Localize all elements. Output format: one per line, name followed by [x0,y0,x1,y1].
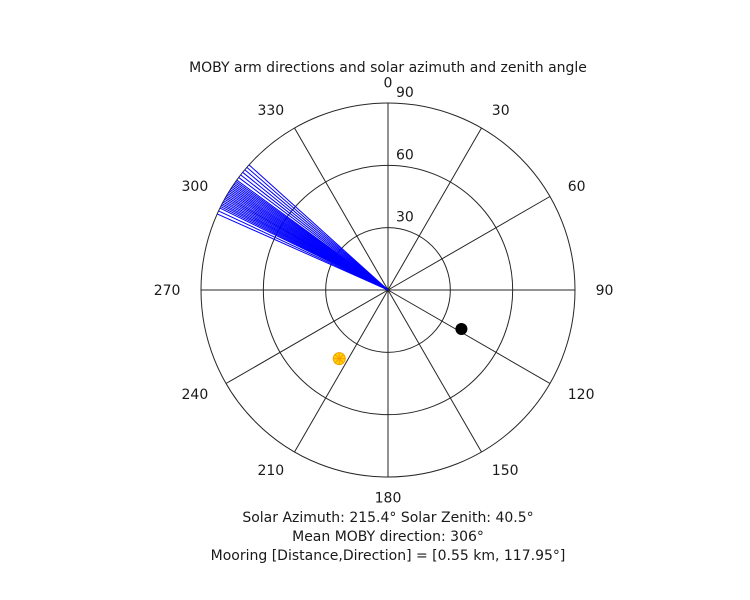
theta-tick-330: 330 [257,103,284,119]
spoke-60 [387,196,551,291]
theta-tick-0: 0 [384,75,393,91]
arm-line-22 [236,179,389,291]
caption-mooring: Mooring [Distance,Direction] = [0.55 km,… [211,548,566,564]
theta-tick-180: 180 [375,491,402,507]
arm-line-1 [218,210,389,291]
spoke-30 [387,127,482,291]
arm-line-27 [246,166,389,291]
r-tick-60: 60 [396,147,414,163]
arm-line-24 [240,174,389,291]
spoke-120 [387,289,551,384]
caption-mean-direction: Mean MOBY direction: 306° [292,529,484,545]
theta-tick-90: 90 [596,283,614,299]
r-tick-30: 30 [396,210,414,226]
moby-arm-lines [216,164,389,291]
theta-tick-150: 150 [492,463,519,479]
theta-tick-210: 210 [257,463,284,479]
mooring-marker [455,322,468,335]
theta-tick-120: 120 [568,387,595,403]
arm-line-26 [244,169,389,291]
spoke-210 [294,289,389,453]
r-tick-90: 90 [396,85,414,101]
chart-title: MOBY arm directions and solar azimuth an… [189,60,587,76]
theta-tick-240: 240 [182,387,209,403]
arm-line-0 [216,213,389,291]
r-tick-labels: 30 60 90 [396,85,414,226]
spoke-330 [294,127,389,291]
theta-tick-300: 300 [182,179,209,195]
theta-tick-labels: 0 30 60 90 120 150 180 210 240 270 300 330 [154,75,614,506]
theta-tick-60: 60 [568,179,586,195]
theta-tick-30: 30 [492,103,510,119]
theta-tick-270: 270 [154,283,181,299]
arm-line-25 [242,171,389,291]
markers [332,322,468,366]
angular-grid [201,103,575,477]
spoke-150 [387,289,482,453]
arm-line-28 [248,164,389,291]
arm-line-23 [238,177,389,291]
spoke-240 [225,289,389,384]
caption-solar: Solar Azimuth: 215.4° Solar Zenith: 40.5… [242,510,533,526]
sun-marker [332,352,346,366]
